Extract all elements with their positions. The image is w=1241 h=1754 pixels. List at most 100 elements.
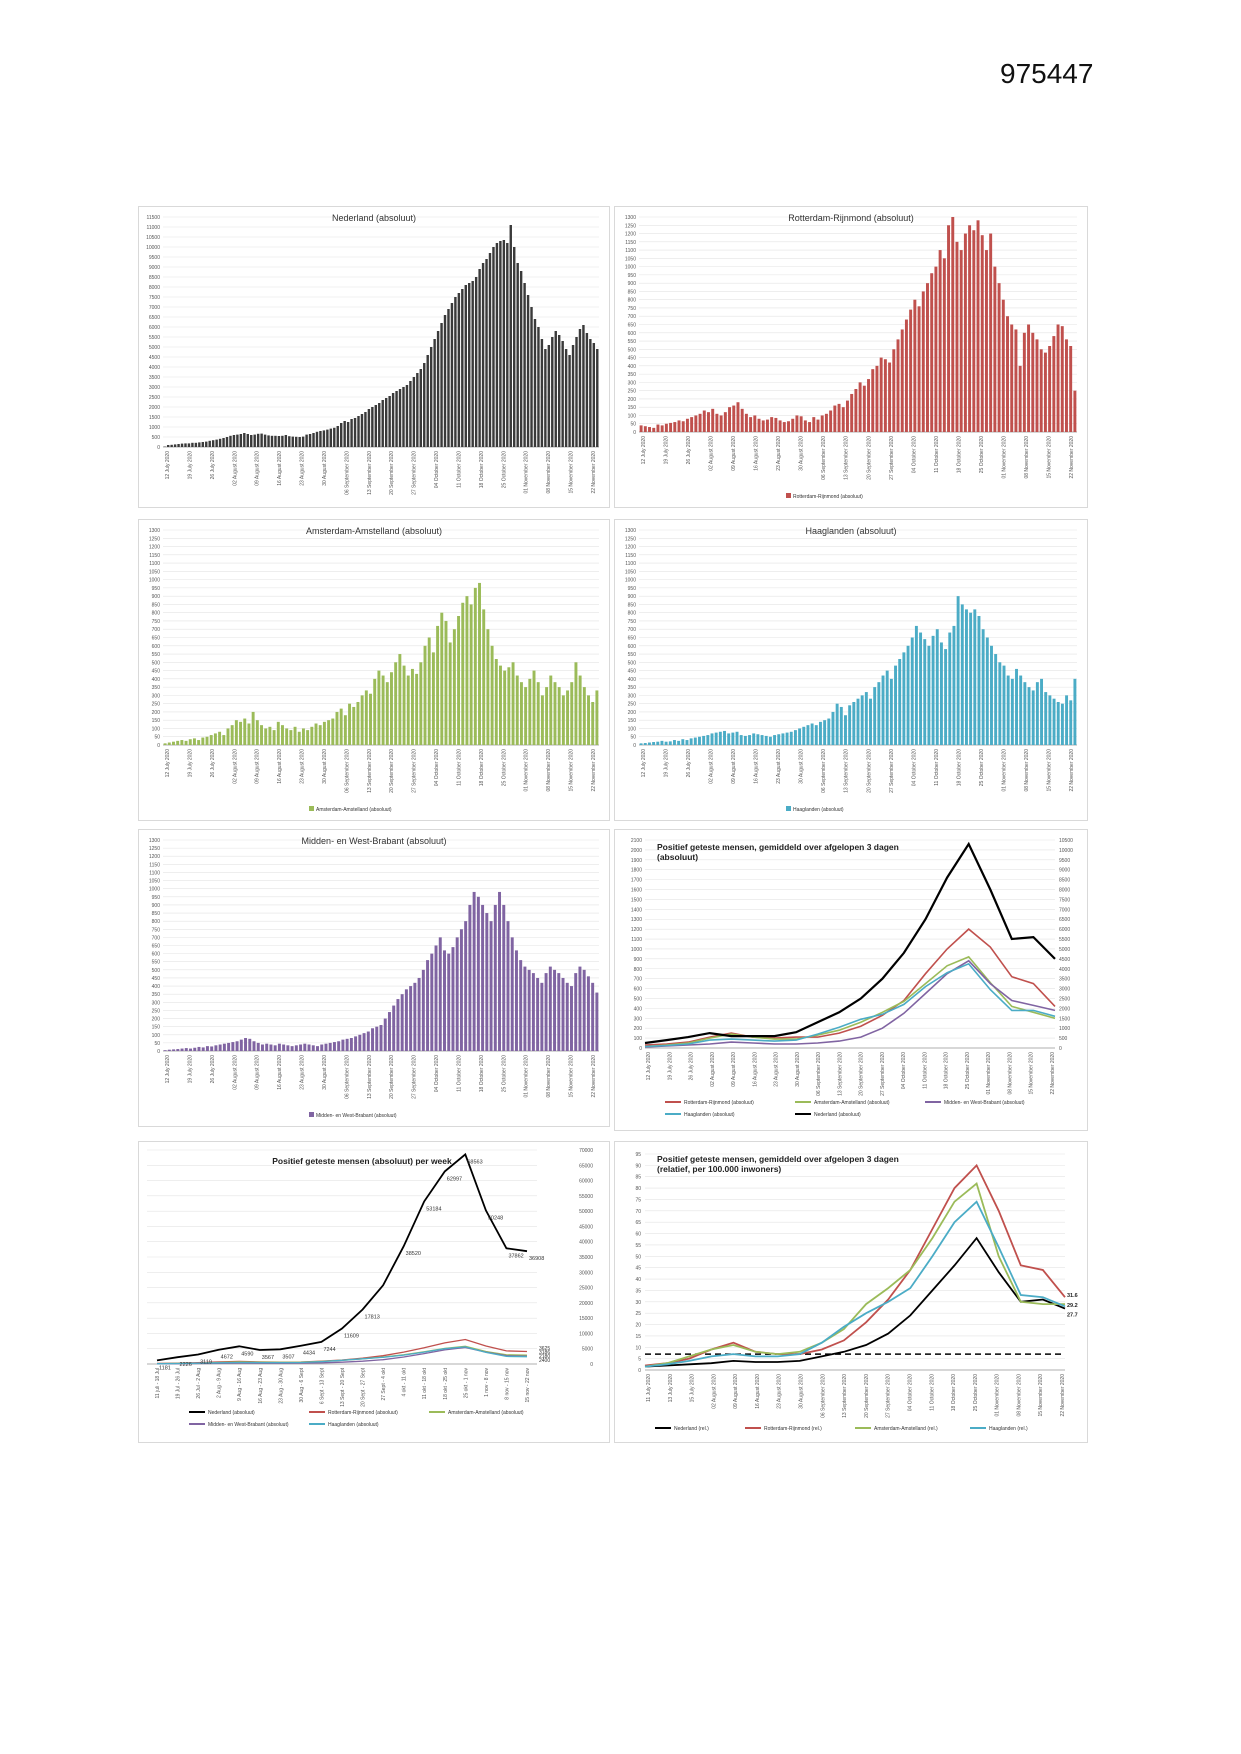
bar xyxy=(306,730,310,745)
y2-tick-label: 5000 xyxy=(1059,947,1070,953)
x-tick-label: 01 November 2020 xyxy=(524,451,530,494)
end-label: 31.6 xyxy=(1067,1293,1078,1299)
x-tick-label: 30 August 2020 xyxy=(799,749,805,784)
x-tick-label: 06 September 2020 xyxy=(820,1374,826,1418)
bar xyxy=(927,645,931,745)
y2-tick-label: 10000 xyxy=(1059,848,1073,854)
y-tick-label: 50 xyxy=(154,735,160,741)
bar xyxy=(246,434,249,447)
y-tick-label: 3500 xyxy=(149,375,160,381)
bar xyxy=(473,587,477,745)
bar xyxy=(354,1036,358,1051)
bar xyxy=(802,726,806,745)
bar xyxy=(343,421,346,447)
bar xyxy=(494,659,498,745)
bar xyxy=(215,439,218,447)
chart-relative-svg: 0 5 10 15 20 25 30 35 40 45 50 55 60 65 70 75 80 85 90 95 31… xyxy=(635,1152,1078,1432)
bar xyxy=(793,730,797,745)
legend-label: Midden- en West-Brabant (absoluut) xyxy=(208,1422,289,1428)
bar xyxy=(311,1045,315,1051)
y-tick-label: 8000 xyxy=(149,285,160,291)
y2-tick-label: 3000 xyxy=(1059,987,1070,993)
x-tick-label: 25 October 2020 xyxy=(965,1052,971,1089)
bar xyxy=(336,426,339,447)
x-tick-label: 15 November 2020 xyxy=(1046,436,1052,479)
y-tick-label: 0 xyxy=(157,445,160,451)
x-tick-label: 25 October 2020 xyxy=(501,749,507,786)
y-tick-label: 1400 xyxy=(631,907,642,913)
series-line-rotterdam-rijnmond-absoluut xyxy=(644,928,1056,1046)
y-tick-label: 1000 xyxy=(149,425,160,431)
series-line-nederland-absoluut xyxy=(644,841,1056,1045)
y-tick-label: 5500 xyxy=(149,335,160,341)
bar xyxy=(362,1033,366,1051)
y-tick-label: 35 xyxy=(635,1288,641,1294)
bar xyxy=(189,1048,192,1051)
y-tick-label: 20000 xyxy=(579,1301,593,1307)
bar xyxy=(867,379,871,432)
x-tick-label: 08 November 2020 xyxy=(546,451,552,494)
y-tick-label: 300 xyxy=(628,380,637,386)
y-tick-label: 60 xyxy=(635,1232,641,1238)
bar xyxy=(471,281,474,447)
x-tick-label: 01 November 2020 xyxy=(524,1055,530,1098)
y-tick-label: 1000 xyxy=(625,265,636,271)
bar xyxy=(409,381,412,447)
bar xyxy=(689,738,693,745)
bar xyxy=(285,728,289,745)
bar xyxy=(643,426,647,432)
y-tick-label: 1600 xyxy=(631,888,642,894)
y-tick-label: 600 xyxy=(634,987,643,993)
chart-subtitle: (absoluut) xyxy=(657,852,698,862)
bar xyxy=(461,602,465,745)
bar xyxy=(214,1045,218,1051)
bar xyxy=(1022,332,1026,432)
y-tick-label: 1100 xyxy=(625,248,636,254)
bar xyxy=(454,297,457,447)
bar xyxy=(222,1043,226,1051)
y-tick-label: 900 xyxy=(628,594,637,600)
y-tick-label: 10000 xyxy=(146,245,160,251)
y-tick-label: 5000 xyxy=(149,345,160,351)
bar xyxy=(450,303,454,447)
bar xyxy=(969,612,973,745)
bar xyxy=(448,642,452,745)
bar xyxy=(968,225,972,432)
bar xyxy=(574,662,578,745)
bar xyxy=(286,1045,290,1051)
y-tick-label: 3000 xyxy=(149,385,160,391)
y-tick-label: 400 xyxy=(152,984,161,990)
bar xyxy=(578,966,582,1051)
bar xyxy=(166,445,170,447)
chart-amsterdam: 0 50 100 150 200 250 300 350 400 450 500 550 600 650 7… xyxy=(138,519,610,821)
y-tick-label: 2000 xyxy=(149,405,160,411)
bar xyxy=(234,720,238,745)
bar xyxy=(888,362,892,432)
bar xyxy=(253,434,256,447)
bar xyxy=(1014,329,1018,432)
y-tick-label: 650 xyxy=(152,636,161,642)
bar xyxy=(288,436,291,447)
bar xyxy=(728,407,732,432)
y-tick-label: 750 xyxy=(628,619,637,625)
x-tick-label: 06 September 2020 xyxy=(816,1052,822,1096)
y-tick-label: 600 xyxy=(628,331,637,337)
y-tick-label: 50 xyxy=(630,422,636,428)
bar xyxy=(586,976,590,1051)
bar xyxy=(400,994,404,1051)
bar xyxy=(243,718,247,745)
x-tick-label: 27 September 2020 xyxy=(412,451,418,495)
bar xyxy=(412,377,416,447)
bar xyxy=(444,620,448,745)
y-tick-label: 55 xyxy=(635,1243,641,1249)
x-tick-label: 15 November 2020 xyxy=(1046,749,1052,792)
data-label: 50248 xyxy=(488,1215,503,1221)
bar xyxy=(293,726,297,745)
bar xyxy=(506,921,510,1051)
bar xyxy=(883,359,887,432)
bar xyxy=(416,373,419,447)
x-tick-label: 19 July 2020 xyxy=(664,749,670,778)
x-tick-label: 11 October 2020 xyxy=(456,451,462,488)
bar xyxy=(591,982,595,1051)
chart-avg-absolute: 0 100 200 300 400 500 600 700 800 900 1000 1100 1200… xyxy=(614,829,1088,1131)
